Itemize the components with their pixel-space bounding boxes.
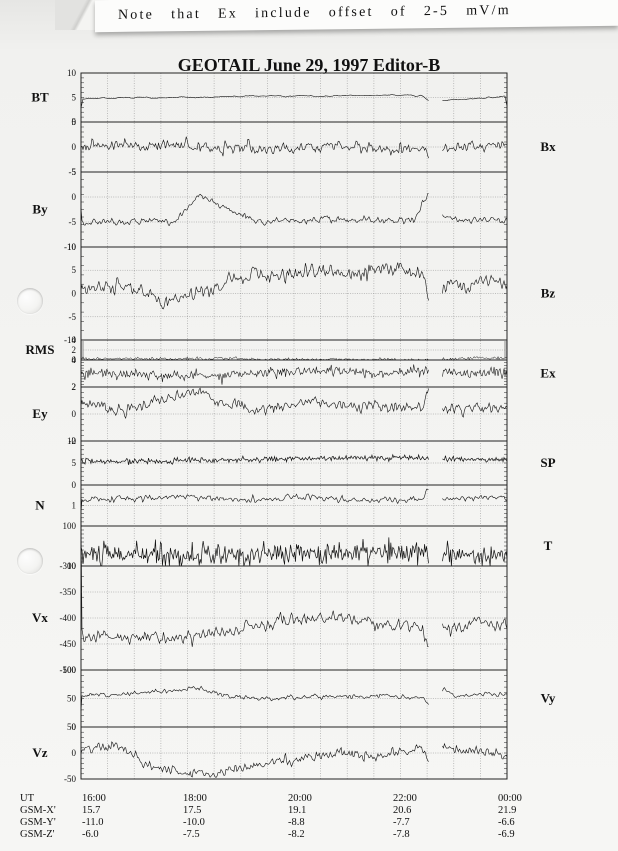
svg-text:-450: -450 <box>60 639 77 649</box>
svg-text:0: 0 <box>72 409 77 419</box>
svg-text:Vy: Vy <box>541 691 556 706</box>
svg-text:5: 5 <box>72 265 77 275</box>
svg-text:SP: SP <box>540 455 555 470</box>
svg-text:4: 4 <box>72 355 77 365</box>
svg-text:N: N <box>35 498 45 513</box>
svg-text:Ey: Ey <box>32 406 48 421</box>
svg-text:Bx: Bx <box>540 139 556 154</box>
svg-text:50: 50 <box>67 722 77 732</box>
svg-text:T: T <box>544 538 553 553</box>
svg-text:100: 100 <box>63 521 77 531</box>
svg-text:-400: -400 <box>60 613 77 623</box>
svg-text:5: 5 <box>72 167 77 177</box>
svg-text:50: 50 <box>67 694 77 704</box>
svg-text:10: 10 <box>67 436 77 446</box>
svg-text:Vx: Vx <box>32 610 48 625</box>
svg-text:5: 5 <box>72 93 77 103</box>
svg-text:RMS: RMS <box>26 342 55 357</box>
svg-text:Vz: Vz <box>32 745 47 760</box>
svg-text:4: 4 <box>72 335 77 345</box>
svg-text:-5: -5 <box>69 217 77 227</box>
svg-text:-50: -50 <box>64 774 76 784</box>
svg-text:-300: -300 <box>60 561 77 571</box>
svg-text:0: 0 <box>72 748 77 758</box>
svg-text:10: 10 <box>67 242 77 252</box>
svg-text:By: By <box>32 202 48 217</box>
svg-text:Ex: Ex <box>540 366 556 381</box>
svg-text:BT: BT <box>31 90 49 105</box>
svg-text:0: 0 <box>72 192 77 202</box>
svg-text:2: 2 <box>72 382 77 392</box>
svg-text:2: 2 <box>72 345 77 355</box>
svg-text:5: 5 <box>72 458 77 468</box>
svg-text:0: 0 <box>72 142 77 152</box>
svg-text:1: 1 <box>72 501 77 511</box>
svg-text:-5: -5 <box>69 312 77 322</box>
svg-text:100: 100 <box>63 665 77 675</box>
svg-text:5: 5 <box>72 117 77 127</box>
svg-text:0: 0 <box>72 480 77 490</box>
svg-text:0: 0 <box>72 289 77 299</box>
svg-text:-350: -350 <box>60 587 77 597</box>
svg-text:Bz: Bz <box>541 286 556 301</box>
